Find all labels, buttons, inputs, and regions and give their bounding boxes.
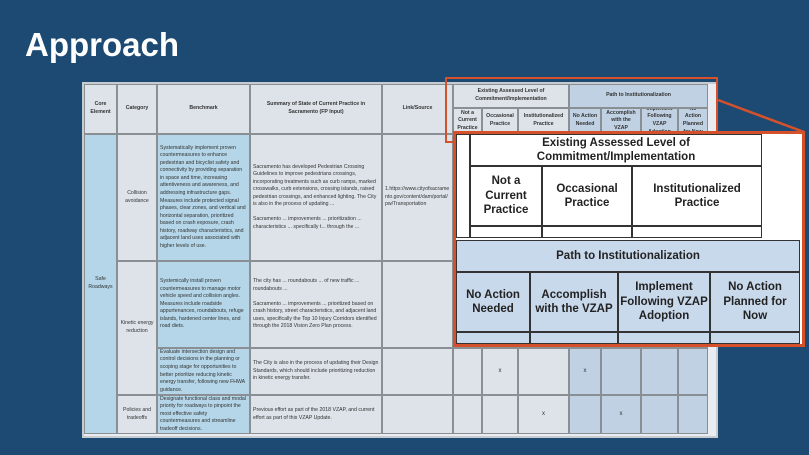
inset-cell	[710, 332, 800, 344]
inset-implement: Implement Following VZAP Adoption	[618, 272, 710, 332]
header-category: Category	[117, 84, 157, 134]
inset-no-action: No Action Needed	[456, 272, 530, 332]
summary-cell: Sacramento has developed Pedestrian Cros…	[250, 134, 382, 261]
inset-no-action-planned: No Action Planned for Now	[710, 272, 800, 332]
mark-cell: x	[569, 348, 601, 395]
benchmark-cell: Designate functional class and modal pri…	[157, 395, 250, 434]
header-accomplish: Accomplish with the VZAP	[601, 108, 641, 134]
link-cell	[382, 348, 453, 395]
mark-cell	[482, 395, 518, 434]
inset-cell	[456, 332, 530, 344]
summary-cell: The city has ... roundabouts ... of new …	[250, 261, 382, 348]
slide-title: Approach	[25, 26, 180, 63]
category-cell: Policies and tradeoffs	[117, 395, 157, 434]
mark-cell: x	[601, 395, 641, 434]
header-path: Path to Institutionalization	[569, 84, 708, 108]
mark-cell	[678, 348, 708, 395]
inset-existing-header: Existing Assessed Level of Commitment/Im…	[470, 134, 762, 166]
header-no-action-planned: No Action Planned for Now	[678, 108, 708, 134]
zoomed-header-inset: Existing Assessed Level of Commitment/Im…	[453, 131, 805, 347]
mark-cell	[453, 348, 482, 395]
benchmark-cell: Systematically implement proven counterm…	[157, 134, 250, 261]
mark-cell	[641, 395, 678, 434]
mark-cell: x	[518, 395, 569, 434]
inset-occasional: Occasional Practice	[542, 166, 632, 226]
mark-cell	[601, 348, 641, 395]
benchmark-cell: Evaluate intersection design and control…	[157, 348, 250, 395]
inset-cell	[530, 332, 618, 344]
header-benchmark: Benchmark	[157, 84, 250, 134]
inset-not-current: Not a Current Practice	[470, 166, 542, 226]
inset-institutionalized: Institutionalized Practice	[632, 166, 762, 226]
summary-cell: Previous effort as part of the 2018 VZAP…	[250, 395, 382, 434]
category-cell: Collision avoidance	[117, 134, 157, 261]
header-occasional: Occasional Practice	[482, 108, 518, 134]
link-cell: 1.https://www.cityofsacramento.gov/conte…	[382, 134, 453, 261]
mark-cell: x	[482, 348, 518, 395]
link-cell	[382, 395, 453, 434]
inset-path-header: Path to Institutionalization	[456, 240, 800, 272]
header-existing: Existing Assessed Level of Commitment/Im…	[453, 84, 569, 108]
benchmark-cell: Systemically install proven countermeasu…	[157, 261, 250, 348]
inset-cell	[618, 332, 710, 344]
inset-accomplish: Accomplish with the VZAP	[530, 272, 618, 332]
header-link: Link/Source	[382, 84, 453, 134]
header-implement: Implement Following VZAP Adoption	[641, 108, 678, 134]
inset-blank-col	[456, 134, 470, 238]
header-institutionalized: Institutionalized Practice	[518, 108, 569, 134]
inset-cell	[632, 226, 762, 238]
link-cell	[382, 261, 453, 348]
header-summary: Summary of State of Current Practice in …	[250, 84, 382, 134]
mark-cell	[641, 348, 678, 395]
mark-cell	[453, 395, 482, 434]
mark-cell	[678, 395, 708, 434]
header-core: Core Element	[84, 84, 117, 134]
category-cell: Kinetic energy reduction	[117, 261, 157, 395]
inset-cell	[542, 226, 632, 238]
mark-cell	[518, 348, 569, 395]
inset-cell	[470, 226, 542, 238]
mark-cell	[569, 395, 601, 434]
core-element-cell: Safe Roadways	[84, 134, 117, 434]
summary-cell: The City is also in the process of updat…	[250, 348, 382, 395]
